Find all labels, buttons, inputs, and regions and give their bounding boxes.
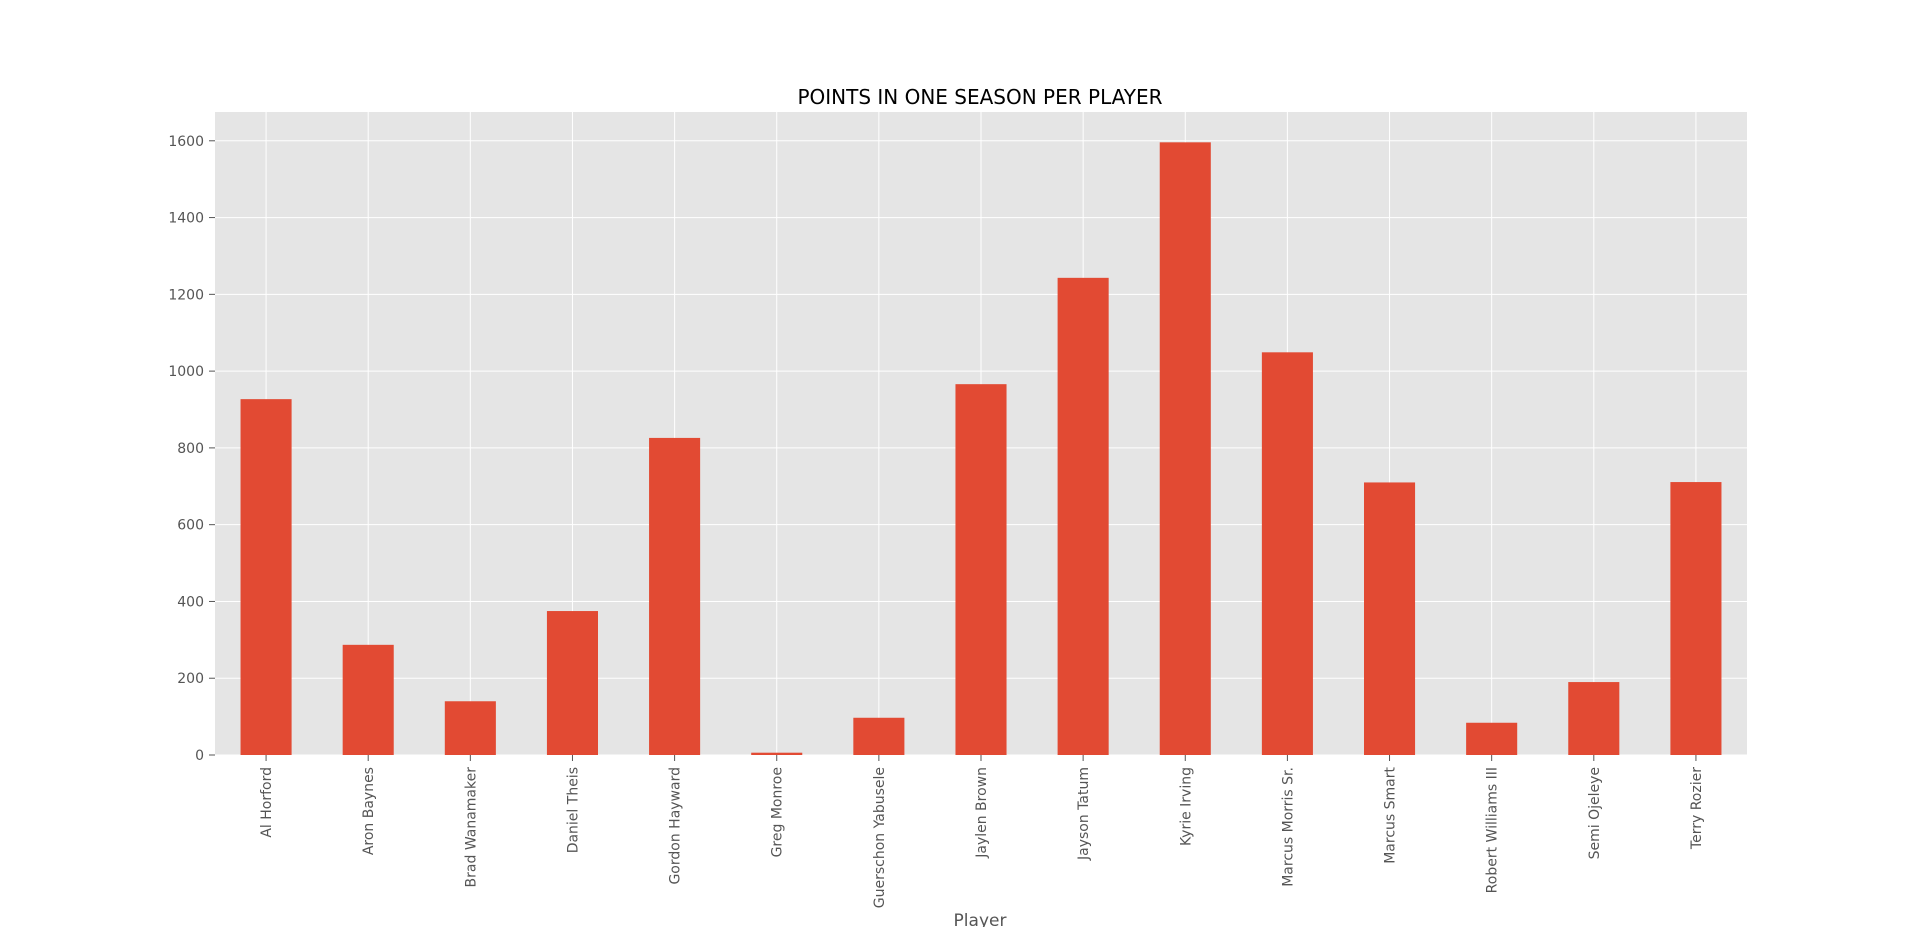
bar bbox=[546, 611, 598, 755]
x-tick-label: Daniel Theis bbox=[565, 767, 581, 853]
x-tick-label: Robert Williams III bbox=[1485, 767, 1501, 893]
y-tick-label: 1200 bbox=[168, 287, 204, 303]
y-tick-label: 1000 bbox=[168, 364, 204, 380]
chart-title: POINTS IN ONE SEASON PER PLAYER bbox=[797, 85, 1162, 109]
bar bbox=[853, 717, 905, 755]
y-tick-label: 800 bbox=[177, 441, 204, 457]
bar bbox=[1261, 352, 1313, 755]
bar bbox=[751, 752, 803, 755]
x-axis: Al Horford Aron Baynes Brad Wanamaker Danie… bbox=[259, 755, 1705, 908]
bar bbox=[240, 399, 292, 755]
y-tick-label: 0 bbox=[195, 748, 204, 764]
x-tick-label: Jayson Tatum bbox=[1076, 767, 1092, 861]
x-tick-label: Semi Ojeleye bbox=[1587, 767, 1603, 859]
x-tick-label: Al Horford bbox=[259, 767, 275, 838]
x-tick-label: Marcus Morris Sr. bbox=[1280, 767, 1296, 887]
bar bbox=[1466, 722, 1518, 755]
bar bbox=[955, 384, 1007, 755]
x-tick-label: Guerschon Yabusele bbox=[872, 767, 888, 908]
bars bbox=[240, 142, 1722, 756]
y-tick-label: 600 bbox=[177, 518, 204, 534]
x-tick-label: Kyrie Irving bbox=[1178, 767, 1194, 846]
y-axis: 0 200 400 600 800 1000 1200 1400 1600 bbox=[168, 134, 215, 764]
bar bbox=[342, 644, 394, 755]
x-tick-label: Terry Rozier bbox=[1689, 767, 1705, 850]
y-tick-label: 400 bbox=[177, 594, 204, 610]
x-tick-label: Gordon Hayward bbox=[668, 767, 684, 885]
y-tick-label: 1600 bbox=[168, 134, 204, 150]
bar bbox=[1159, 142, 1211, 756]
x-tick-label: Jaylen Brown bbox=[974, 767, 990, 859]
x-tick-label: Marcus Smart bbox=[1383, 767, 1399, 864]
x-tick-label: Greg Monroe bbox=[770, 767, 786, 857]
y-tick-label: 1400 bbox=[168, 211, 204, 227]
x-tick-label: Brad Wanamaker bbox=[463, 767, 479, 888]
bar bbox=[1364, 482, 1416, 755]
x-tick-label: Aron Baynes bbox=[361, 767, 377, 855]
bar bbox=[649, 437, 701, 755]
bar bbox=[444, 701, 496, 755]
y-tick-label: 200 bbox=[177, 671, 204, 687]
x-axis-label: Player bbox=[954, 911, 1007, 927]
bar bbox=[1568, 682, 1620, 755]
bar bbox=[1057, 277, 1109, 755]
bar bbox=[1670, 482, 1722, 755]
